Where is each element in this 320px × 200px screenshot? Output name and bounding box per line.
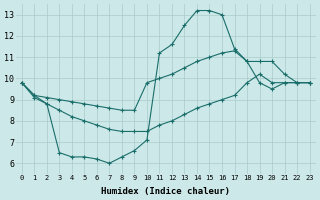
X-axis label: Humidex (Indice chaleur): Humidex (Indice chaleur) [101, 187, 230, 196]
